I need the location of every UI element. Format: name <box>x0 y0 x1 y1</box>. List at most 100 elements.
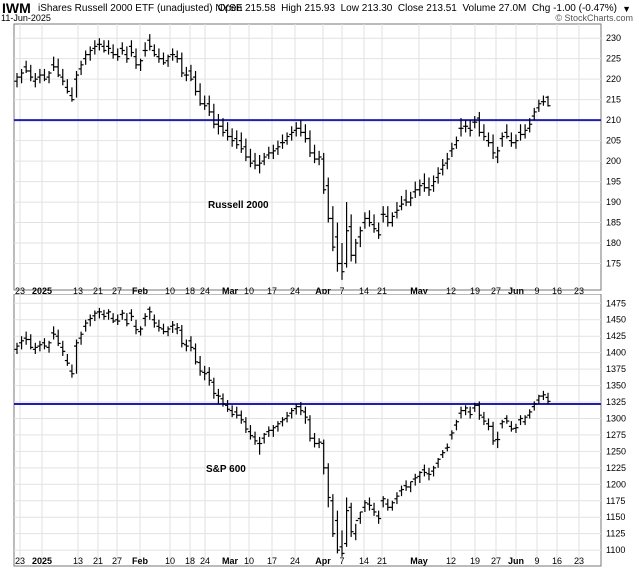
ohlc-bar <box>69 364 75 378</box>
open-label: Open <box>217 3 243 14</box>
y-tick-label: 205 <box>606 136 621 146</box>
ohlc-bar <box>485 418 491 431</box>
ohlc-bar <box>408 191 414 207</box>
x-tick-label: 24 <box>200 286 210 294</box>
ohlc-bar <box>275 421 281 432</box>
ohlc-bar <box>504 124 510 139</box>
ohlc-bar <box>215 388 221 404</box>
ohlc-bar <box>362 212 368 229</box>
ohlc-bar <box>490 134 496 160</box>
x-tick-label: May <box>410 286 428 294</box>
ohlc-bar <box>202 95 208 110</box>
ohlc-bar <box>408 481 414 493</box>
ohlc-bar <box>133 319 139 335</box>
grid <box>13 23 602 291</box>
ohlc-bar <box>467 406 473 419</box>
ohlc-bar <box>225 122 231 141</box>
ohlc-bar <box>160 323 166 335</box>
ohlc-bar <box>344 202 350 268</box>
x-tick-label: Apr <box>315 286 331 294</box>
y-tick-label: 1250 <box>606 446 626 456</box>
ohlc-bar <box>389 212 395 227</box>
ohlc-bar <box>508 421 514 432</box>
ohlc-bar <box>193 343 199 365</box>
ohlc-bar <box>128 40 134 57</box>
ohlc-bar <box>60 68 66 86</box>
ohlc-bar <box>156 319 162 332</box>
ohlc-bar <box>280 417 285 427</box>
ohlc-bar <box>545 95 551 107</box>
y-tick-label: 185 <box>606 218 621 228</box>
x-tick-label: 23 <box>15 556 25 566</box>
x-tick-label: 14 <box>359 286 369 294</box>
x-tick-label: Apr <box>315 556 331 566</box>
close-value: 213.51 <box>426 3 457 14</box>
ohlc-bar <box>394 492 400 505</box>
x-tick-label: 16 <box>552 556 562 566</box>
ohlc-bar <box>229 405 235 418</box>
ohlc-bar <box>32 342 38 354</box>
close-label: Close <box>397 3 424 14</box>
ohlc-bar <box>476 401 482 420</box>
y-tick-label: 1175 <box>606 496 625 506</box>
ohlc-bar <box>380 496 386 508</box>
ohlc-bar <box>128 309 134 322</box>
ohlc-bar <box>252 431 258 445</box>
x-tick-label: 23 <box>15 286 25 294</box>
ohlc-bar <box>504 415 510 424</box>
ohlc-bar <box>124 313 130 327</box>
ohlc-bar <box>298 402 304 416</box>
y-tick-label: 225 <box>606 54 621 64</box>
ohlc-bar <box>481 411 487 426</box>
ohlc-bar <box>55 329 61 347</box>
sp600-panel: 1100 1125 1150 1175 1200 1225 1250 1275 1300 1325… <box>13 294 626 567</box>
ohlc-bar <box>220 393 226 407</box>
y-tick-label: 215 <box>606 95 621 105</box>
ohlc-bar <box>188 336 194 352</box>
ohlc-bar <box>14 73 20 88</box>
ohlc-bar <box>270 425 276 437</box>
ohlc-bar <box>518 124 524 141</box>
ohlc-bar <box>316 150 322 166</box>
ohlc-bar <box>444 152 450 170</box>
y-tick-label: 1275 <box>606 430 626 440</box>
ohlc-bar <box>234 406 240 419</box>
ohlc-bar <box>142 313 148 327</box>
ohlc-bar <box>106 40 112 55</box>
ohlc-bar <box>366 497 372 511</box>
ohlc-bar <box>540 95 546 106</box>
ohlc-bar <box>193 70 199 96</box>
ohlc-bar <box>431 465 437 477</box>
exchange-name: NYSE <box>215 3 243 14</box>
x-tick-label: 24 <box>290 556 300 566</box>
ohlc-bar <box>69 87 75 102</box>
ohlc-bar <box>174 323 180 335</box>
ohlc-bar <box>96 38 102 51</box>
ohlc-bar <box>270 144 276 160</box>
ohlc-bar <box>74 339 80 374</box>
ohlc-bar <box>403 480 409 491</box>
ohlc-bar <box>307 130 313 157</box>
ohlc-bar <box>74 70 80 98</box>
ohlc-bar <box>527 409 533 419</box>
open-value: 215.58 <box>244 3 276 14</box>
ohlc-bar <box>78 331 84 345</box>
ohlc-bar <box>179 325 185 348</box>
ohlc-bar <box>32 73 38 88</box>
volume-label: Volume <box>462 3 496 14</box>
ohlc-bar <box>435 167 441 184</box>
ohlc-bar <box>321 152 327 194</box>
ohlc-bar <box>289 126 295 141</box>
y-tick-label: 1450 <box>606 315 626 325</box>
ohlc-bar <box>87 314 93 327</box>
x-tick-label: 13 <box>73 286 83 294</box>
ohlc-bar <box>234 130 240 149</box>
bars <box>14 34 601 280</box>
ohlc-bar <box>183 66 189 82</box>
ohlc-bar <box>202 365 208 381</box>
y-tick-label: 210 <box>606 115 621 125</box>
ohlc-bar <box>124 46 130 63</box>
dropdown-arrow-icon[interactable]: ▼ <box>622 4 631 14</box>
ohlc-bar <box>37 340 43 352</box>
